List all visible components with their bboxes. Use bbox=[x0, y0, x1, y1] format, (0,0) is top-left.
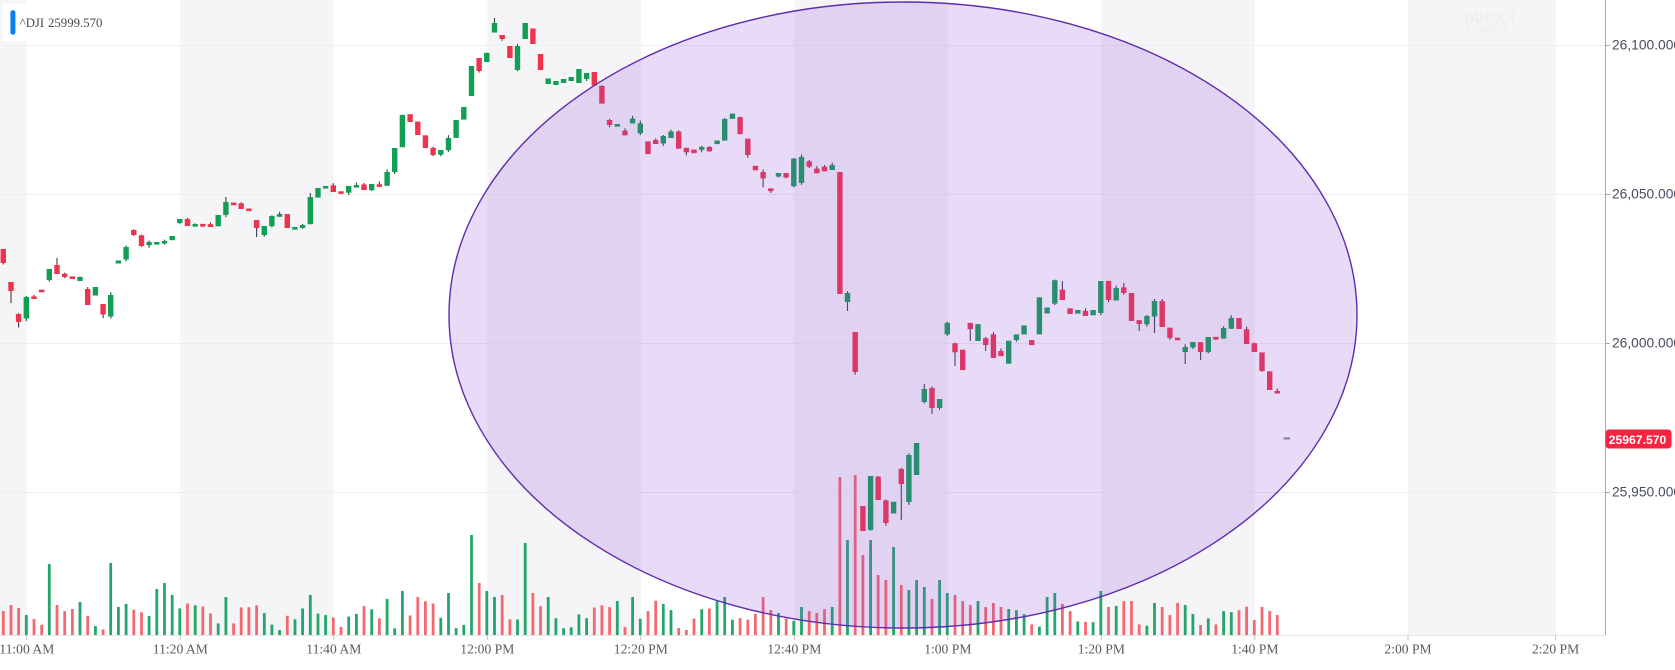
svg-text:11:00 AM: 11:00 AM bbox=[0, 642, 54, 657]
svg-text:12:20 PM: 12:20 PM bbox=[614, 642, 668, 657]
svg-text:YAHOO!: YAHOO! bbox=[1462, 7, 1515, 28]
svg-text:25967.570: 25967.570 bbox=[1609, 433, 1667, 447]
svg-text:11:20 AM: 11:20 AM bbox=[153, 642, 208, 657]
svg-text:25999.570: 25999.570 bbox=[48, 16, 102, 30]
svg-text:1:00 PM: 1:00 PM bbox=[924, 642, 971, 657]
svg-text:2:00 PM: 2:00 PM bbox=[1384, 642, 1431, 657]
svg-text:2:20 PM: 2:20 PM bbox=[1532, 642, 1579, 657]
svg-text:12:00 PM: 12:00 PM bbox=[460, 642, 514, 657]
svg-text:1:40 PM: 1:40 PM bbox=[1231, 642, 1278, 657]
svg-text:25,950.000: 25,950.000 bbox=[1612, 485, 1675, 500]
svg-text:26,100.000: 26,100.000 bbox=[1612, 38, 1675, 53]
svg-text:26,050.000: 26,050.000 bbox=[1612, 187, 1675, 202]
svg-text:11:40 AM: 11:40 AM bbox=[306, 642, 361, 657]
svg-text:12:40 PM: 12:40 PM bbox=[767, 642, 821, 657]
svg-text:26,000.000: 26,000.000 bbox=[1612, 336, 1675, 351]
svg-text:FINANCE: FINANCE bbox=[1466, 25, 1510, 36]
svg-text:^DJI: ^DJI bbox=[20, 16, 45, 30]
svg-text:1:20 PM: 1:20 PM bbox=[1078, 642, 1125, 657]
